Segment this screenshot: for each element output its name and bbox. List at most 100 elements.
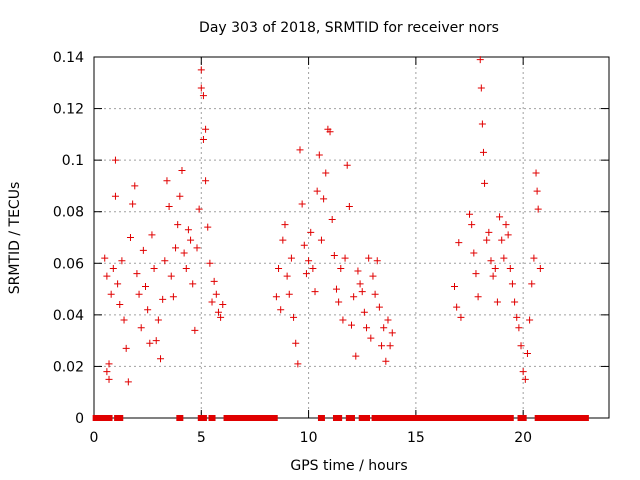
x-tick-label: 5 bbox=[197, 430, 206, 446]
data-point bbox=[279, 236, 287, 244]
y-tick-label: 0.14 bbox=[53, 50, 84, 66]
data-point bbox=[305, 257, 313, 265]
zero-marker bbox=[506, 415, 514, 421]
x-tick-labels: 0 5 10 15 20 bbox=[90, 430, 533, 446]
data-point bbox=[500, 254, 508, 262]
chart-title: Day 303 of 2018, SRMTID for receiver nor… bbox=[199, 20, 499, 36]
plot-area-border bbox=[93, 56, 610, 419]
data-point bbox=[126, 234, 134, 241]
y-tick-label: 0.06 bbox=[53, 256, 84, 272]
data-point bbox=[214, 308, 222, 316]
data-point bbox=[479, 148, 487, 156]
data-point bbox=[146, 339, 154, 347]
data-point bbox=[515, 324, 523, 332]
data-point bbox=[142, 282, 149, 290]
data-point bbox=[144, 306, 152, 314]
data-point bbox=[172, 244, 180, 252]
data-point bbox=[502, 221, 510, 229]
data-point bbox=[526, 316, 534, 324]
data-point bbox=[498, 236, 506, 244]
data-point bbox=[476, 56, 484, 64]
data-point bbox=[519, 368, 527, 376]
y-tick-label: 0.02 bbox=[53, 359, 84, 375]
data-point bbox=[382, 357, 390, 365]
zero-marker bbox=[481, 415, 489, 421]
data-point bbox=[533, 187, 541, 195]
zero-marker bbox=[581, 415, 589, 421]
data-point bbox=[523, 350, 531, 358]
data-point bbox=[478, 120, 486, 128]
data-point bbox=[101, 254, 109, 262]
x-tick-label: 20 bbox=[514, 430, 532, 446]
zero-marker bbox=[502, 415, 510, 421]
data-point bbox=[360, 308, 368, 316]
data-point bbox=[309, 264, 317, 272]
data-point bbox=[466, 210, 474, 218]
data-point bbox=[317, 236, 325, 244]
data-point bbox=[528, 280, 536, 288]
data-point bbox=[197, 84, 205, 92]
data-point bbox=[272, 293, 280, 301]
zero-marker bbox=[317, 415, 325, 421]
data-point bbox=[332, 285, 340, 293]
data-point bbox=[139, 246, 147, 254]
data-point bbox=[378, 342, 386, 350]
data-point bbox=[474, 293, 482, 301]
data-point bbox=[219, 301, 227, 309]
x-tick-label: 15 bbox=[407, 430, 425, 446]
data-point bbox=[129, 200, 137, 208]
data-point bbox=[298, 200, 306, 208]
data-point bbox=[371, 290, 379, 298]
data-point bbox=[352, 352, 360, 360]
data-point bbox=[339, 316, 347, 324]
data-point bbox=[193, 244, 201, 252]
data-point bbox=[485, 228, 493, 236]
zero-marker bbox=[457, 415, 465, 421]
data-point bbox=[367, 334, 375, 342]
zero-marker bbox=[176, 415, 184, 421]
data-point bbox=[154, 316, 162, 324]
data-point bbox=[530, 254, 538, 262]
data-point bbox=[534, 205, 542, 213]
data-point bbox=[493, 298, 501, 306]
data-point bbox=[176, 192, 184, 200]
data-point bbox=[468, 221, 476, 229]
zero-marker bbox=[270, 415, 278, 421]
data-point bbox=[345, 203, 353, 211]
data-point bbox=[107, 290, 115, 298]
data-point bbox=[292, 339, 300, 347]
data-point bbox=[386, 342, 394, 350]
data-point bbox=[330, 252, 338, 260]
data-point bbox=[197, 66, 205, 74]
zero-marker bbox=[363, 415, 371, 421]
data-point bbox=[363, 324, 371, 332]
data-point bbox=[283, 272, 291, 280]
data-point bbox=[511, 298, 519, 306]
zero-marker bbox=[448, 415, 456, 421]
data-point bbox=[105, 360, 113, 368]
y-axis-label: SRMTID / TECUs bbox=[7, 182, 23, 295]
zero-marker bbox=[199, 415, 207, 421]
data-point bbox=[182, 264, 190, 272]
data-point bbox=[109, 264, 117, 272]
x-tick-label: 0 bbox=[90, 430, 99, 446]
data-point bbox=[195, 205, 203, 213]
data-point bbox=[483, 236, 491, 244]
series-zero bbox=[92, 415, 589, 421]
zero-marker bbox=[487, 415, 495, 421]
data-point bbox=[296, 146, 304, 154]
data-point bbox=[281, 221, 289, 229]
data-point bbox=[470, 249, 478, 257]
zero-marker bbox=[335, 415, 343, 421]
data-point bbox=[103, 368, 111, 376]
zero-marker bbox=[476, 415, 484, 421]
zero-marker bbox=[208, 415, 216, 421]
data-point bbox=[354, 267, 362, 275]
data-point bbox=[116, 301, 124, 309]
data-point bbox=[369, 272, 377, 280]
data-point bbox=[120, 316, 128, 324]
grid-lines bbox=[94, 57, 609, 418]
data-point bbox=[451, 282, 458, 290]
data-point bbox=[320, 195, 328, 203]
